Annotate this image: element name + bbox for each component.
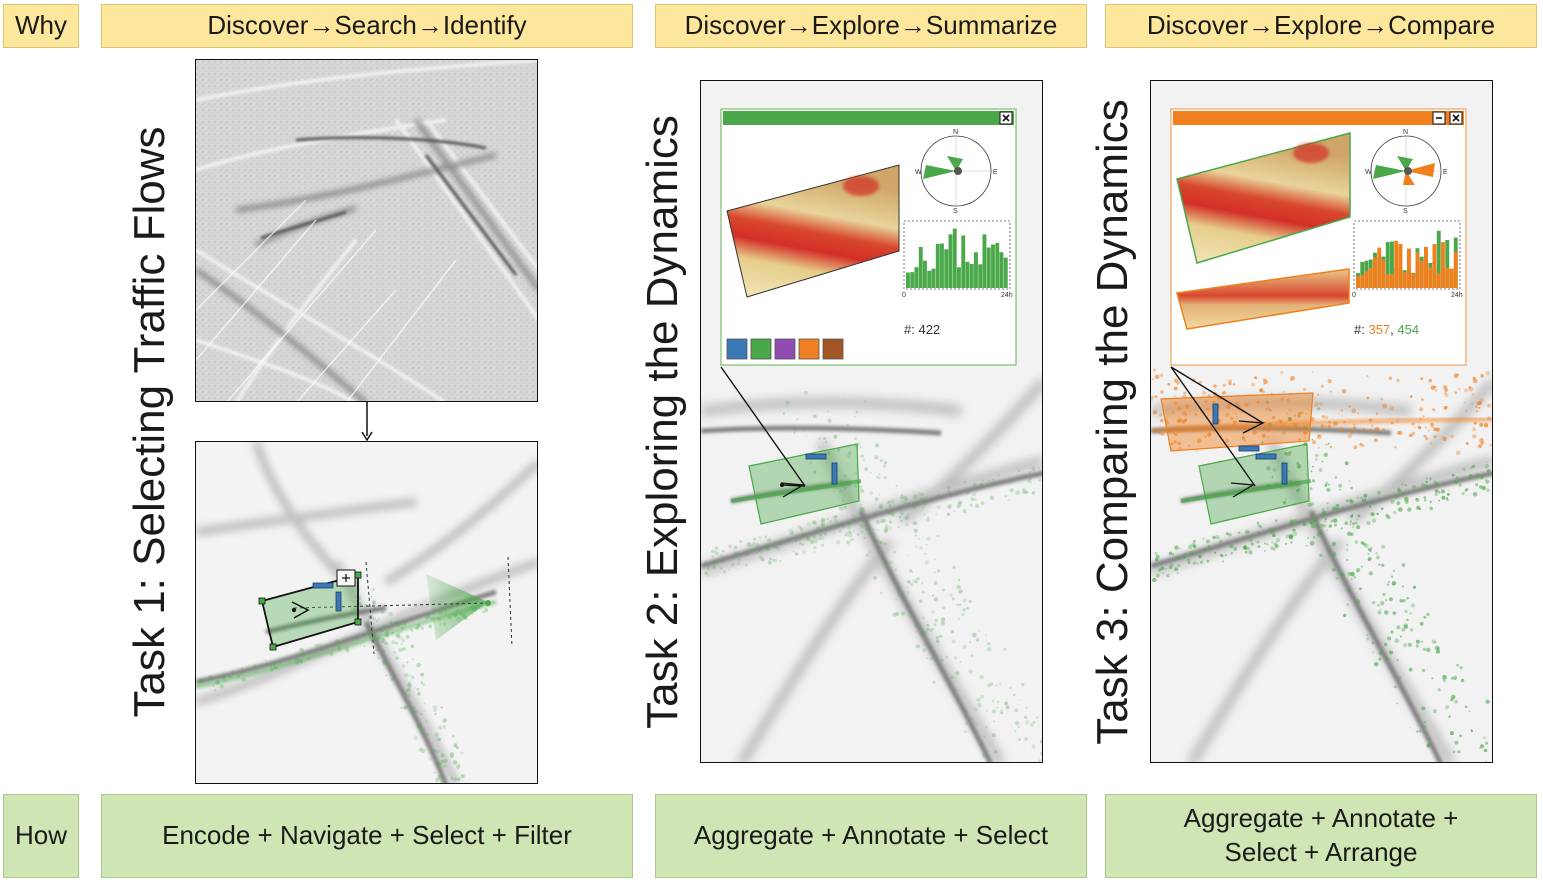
svg-text:#: 422: #: 422 xyxy=(904,322,940,337)
t3-hist-end: 24h xyxy=(1451,292,1463,299)
color-swatch[interactable] xyxy=(726,338,748,360)
t3-compass-s: S xyxy=(1403,208,1408,215)
down-arrow xyxy=(361,402,373,442)
task1-selection-map xyxy=(195,441,538,784)
how-task3-line1: Aggregate + Annotate + xyxy=(1183,803,1459,834)
why-task3: Discover→Explore→Compare xyxy=(1105,4,1537,48)
t3-compass-n: N xyxy=(1403,129,1408,136)
task3-title: Task 3: Comparing the Dynamics xyxy=(1088,99,1137,745)
task1-title: Task 1: Selecting Traffic Flows xyxy=(125,126,174,718)
t3-count-green: 454 xyxy=(1397,322,1419,337)
t3-compass-w: W xyxy=(1365,169,1372,176)
why-label: Why xyxy=(3,4,79,48)
why-task1: Discover→Search→Identify xyxy=(101,4,633,48)
task2-title: Task 2: Exploring the Dynamics xyxy=(638,115,687,729)
t2-compass-n: N xyxy=(953,129,958,136)
t2-hist-end: 24h xyxy=(1001,292,1013,299)
how-task3-line2: Select + Arrange xyxy=(1224,837,1418,867)
t3-count-prefix: #: xyxy=(1354,322,1368,337)
how-task2: Aggregate + Annotate + Select xyxy=(655,794,1087,878)
t2-count: 422 xyxy=(918,322,940,337)
task2-map: N E S W 0 24h #: 422 xyxy=(700,80,1043,763)
t3-hist-start: 0 xyxy=(1352,292,1356,299)
svg-text:#: 357, 454: #: 357, 454 xyxy=(1354,322,1419,337)
t2-hist-start: 0 xyxy=(902,292,906,299)
color-swatch[interactable] xyxy=(774,338,796,360)
t2-compass-s: S xyxy=(953,208,958,215)
t2-compass-w: W xyxy=(915,169,922,176)
t2-compass-e: E xyxy=(993,169,998,176)
color-swatch[interactable] xyxy=(798,338,820,360)
t3-compass-e: E xyxy=(1443,169,1448,176)
how-task1: Encode + Navigate + Select + Filter xyxy=(101,794,633,878)
color-swatch[interactable] xyxy=(822,338,844,360)
task1-density-map xyxy=(195,59,538,402)
color-swatch[interactable] xyxy=(750,338,772,360)
how-task3: Aggregate + Annotate + Select + Arrange xyxy=(1105,794,1537,878)
how-label: How xyxy=(3,794,79,878)
t3-count-sep: , xyxy=(1390,322,1397,337)
t3-count-orange: 357 xyxy=(1368,322,1390,337)
task3-map: N E S W 0 24h #: 357, 454 xyxy=(1150,80,1493,763)
t2-count-prefix: #: xyxy=(904,322,918,337)
why-task2: Discover→Explore→Summarize xyxy=(655,4,1087,48)
